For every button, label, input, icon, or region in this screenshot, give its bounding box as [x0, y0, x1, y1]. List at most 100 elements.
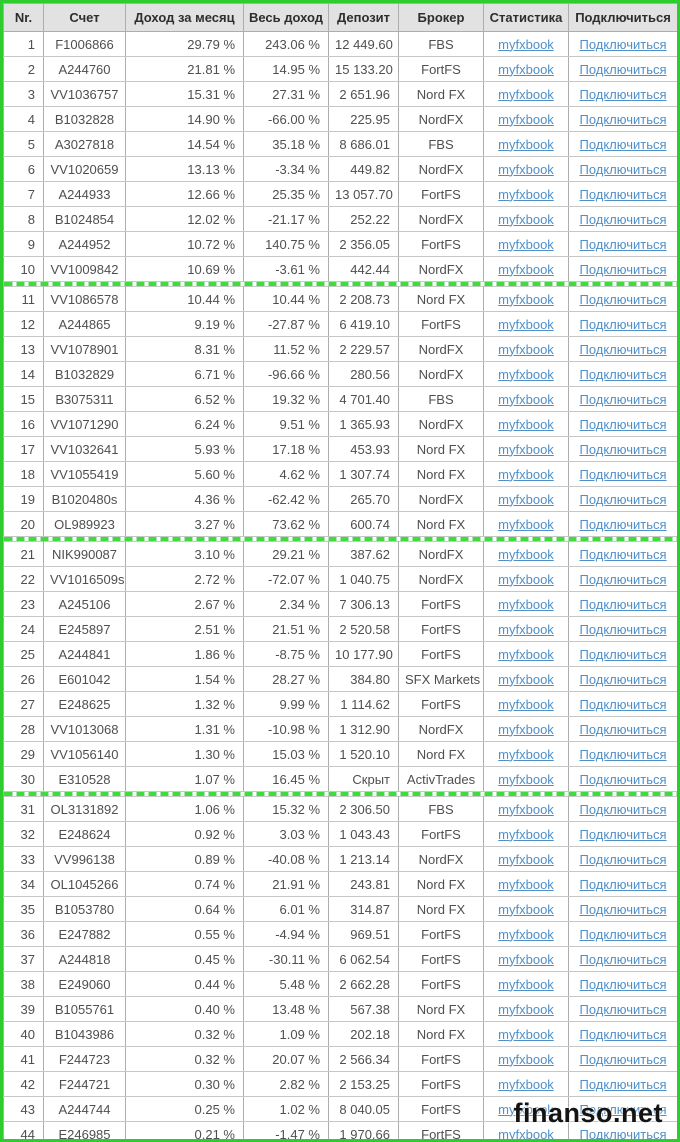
connect-link[interactable]: Подключиться: [579, 161, 667, 177]
myfxbook-link[interactable]: myfxbook: [498, 771, 554, 787]
myfxbook-link[interactable]: myfxbook: [498, 136, 554, 152]
myfxbook-link[interactable]: myfxbook: [498, 36, 554, 52]
connect-link[interactable]: Подключиться: [579, 621, 667, 637]
myfxbook-link[interactable]: myfxbook: [498, 316, 554, 332]
connect-link[interactable]: Подключиться: [579, 596, 667, 612]
row-number-cell: 42: [3, 1071, 44, 1097]
connect-link[interactable]: Подключиться: [579, 466, 667, 482]
myfxbook-link[interactable]: myfxbook: [498, 1126, 554, 1142]
connect-link[interactable]: Подключиться: [579, 211, 667, 227]
deposit-cell: 252.22: [328, 206, 399, 232]
deposit-cell: 387.62: [328, 541, 399, 567]
myfxbook-link[interactable]: myfxbook: [498, 261, 554, 277]
connect-link[interactable]: Подключиться: [579, 901, 667, 917]
deposit-cell: 280.56: [328, 361, 399, 387]
connect-link[interactable]: Подключиться: [579, 341, 667, 357]
connect-link[interactable]: Подключиться: [579, 926, 667, 942]
myfxbook-link[interactable]: myfxbook: [498, 491, 554, 507]
myfxbook-link[interactable]: myfxbook: [498, 341, 554, 357]
myfxbook-link[interactable]: myfxbook: [498, 1076, 554, 1092]
connect-link[interactable]: Подключиться: [579, 571, 667, 587]
deposit-cell: 13 057.70: [328, 181, 399, 207]
connect-link[interactable]: Подключиться: [579, 826, 667, 842]
connect-link[interactable]: Подключиться: [579, 771, 667, 787]
myfxbook-link[interactable]: myfxbook: [498, 671, 554, 687]
connect-link[interactable]: Подключиться: [579, 491, 667, 507]
connect-link[interactable]: Подключиться: [579, 746, 667, 762]
myfxbook-link[interactable]: myfxbook: [498, 951, 554, 967]
connect-link[interactable]: Подключиться: [579, 951, 667, 967]
connect-cell: Подключиться: [568, 591, 677, 617]
column-header-broker: Брокер: [398, 3, 484, 32]
myfxbook-link[interactable]: myfxbook: [498, 696, 554, 712]
connect-link[interactable]: Подключиться: [579, 546, 667, 562]
myfxbook-link[interactable]: myfxbook: [498, 1101, 554, 1117]
myfxbook-link[interactable]: myfxbook: [498, 876, 554, 892]
connect-link[interactable]: Подключиться: [579, 291, 667, 307]
myfxbook-link[interactable]: myfxbook: [498, 546, 554, 562]
connect-link[interactable]: Подключиться: [579, 1001, 667, 1017]
connect-link[interactable]: Подключиться: [579, 516, 667, 532]
myfxbook-link[interactable]: myfxbook: [498, 621, 554, 637]
connect-link[interactable]: Подключиться: [579, 36, 667, 52]
myfxbook-link[interactable]: myfxbook: [498, 1001, 554, 1017]
myfxbook-link[interactable]: myfxbook: [498, 441, 554, 457]
connect-link[interactable]: Подключиться: [579, 316, 667, 332]
myfxbook-link[interactable]: myfxbook: [498, 1026, 554, 1042]
total-income-cell: -8.75 %: [243, 641, 329, 667]
connect-link[interactable]: Подключиться: [579, 1101, 667, 1117]
myfxbook-link[interactable]: myfxbook: [498, 746, 554, 762]
myfxbook-link[interactable]: myfxbook: [498, 161, 554, 177]
myfxbook-link[interactable]: myfxbook: [498, 826, 554, 842]
connect-link[interactable]: Подключиться: [579, 876, 667, 892]
myfxbook-link[interactable]: myfxbook: [498, 291, 554, 307]
connect-link[interactable]: Подключиться: [579, 646, 667, 662]
connect-link[interactable]: Подключиться: [579, 366, 667, 382]
myfxbook-link[interactable]: myfxbook: [498, 1051, 554, 1067]
myfxbook-link[interactable]: myfxbook: [498, 211, 554, 227]
myfxbook-link[interactable]: myfxbook: [498, 186, 554, 202]
connect-link[interactable]: Подключиться: [579, 1051, 667, 1067]
myfxbook-link[interactable]: myfxbook: [498, 571, 554, 587]
connect-link[interactable]: Подключиться: [579, 721, 667, 737]
connect-link[interactable]: Подключиться: [579, 186, 667, 202]
myfxbook-link[interactable]: myfxbook: [498, 391, 554, 407]
connect-link[interactable]: Подключиться: [579, 86, 667, 102]
myfxbook-link[interactable]: myfxbook: [498, 61, 554, 77]
myfxbook-link[interactable]: myfxbook: [498, 646, 554, 662]
myfxbook-link[interactable]: myfxbook: [498, 901, 554, 917]
connect-link[interactable]: Подключиться: [579, 391, 667, 407]
connect-link[interactable]: Подключиться: [579, 1026, 667, 1042]
connect-link[interactable]: Подключиться: [579, 801, 667, 817]
connect-link[interactable]: Подключиться: [579, 851, 667, 867]
myfxbook-link[interactable]: myfxbook: [498, 801, 554, 817]
connect-link[interactable]: Подключиться: [579, 1076, 667, 1092]
connect-link[interactable]: Подключиться: [579, 261, 667, 277]
myfxbook-link[interactable]: myfxbook: [498, 236, 554, 252]
connect-link[interactable]: Подключиться: [579, 671, 667, 687]
connect-link[interactable]: Подключиться: [579, 61, 667, 77]
connect-link[interactable]: Подключиться: [579, 1126, 667, 1142]
myfxbook-link[interactable]: myfxbook: [498, 516, 554, 532]
connect-link[interactable]: Подключиться: [579, 236, 667, 252]
connect-link[interactable]: Подключиться: [579, 136, 667, 152]
account-cell: F244723: [43, 1046, 126, 1072]
row-number-cell: 40: [3, 1021, 44, 1047]
myfxbook-link[interactable]: myfxbook: [498, 366, 554, 382]
myfxbook-link[interactable]: myfxbook: [498, 466, 554, 482]
myfxbook-link[interactable]: myfxbook: [498, 86, 554, 102]
connect-link[interactable]: Подключиться: [579, 416, 667, 432]
connect-link[interactable]: Подключиться: [579, 111, 667, 127]
myfxbook-link[interactable]: myfxbook: [498, 926, 554, 942]
myfxbook-link[interactable]: myfxbook: [498, 596, 554, 612]
myfxbook-link[interactable]: myfxbook: [498, 111, 554, 127]
myfxbook-link[interactable]: myfxbook: [498, 851, 554, 867]
connect-link[interactable]: Подключиться: [579, 976, 667, 992]
myfxbook-link[interactable]: myfxbook: [498, 976, 554, 992]
connect-link[interactable]: Подключиться: [579, 441, 667, 457]
table-row: 31 OL3131892 1.06 % 15.32 % 2 306.50 FBS myfxb…: [3, 796, 677, 822]
myfxbook-link[interactable]: myfxbook: [498, 721, 554, 737]
connect-link[interactable]: Подключиться: [579, 696, 667, 712]
myfxbook-link[interactable]: myfxbook: [498, 416, 554, 432]
table-row: 21 NIK990087 3.10 % 29.21 % 387.62 NordFX myfx…: [3, 541, 677, 567]
